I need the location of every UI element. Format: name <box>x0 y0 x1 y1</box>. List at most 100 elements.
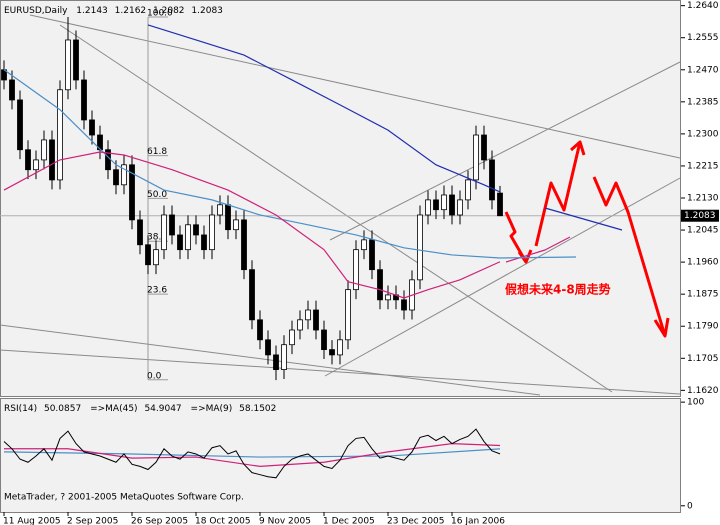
y-tick-label: 1.2555 <box>687 33 719 43</box>
candle-body <box>201 234 207 251</box>
high-value: 1.2162 <box>115 6 147 16</box>
x-tick-label: 11 Aug 2005 <box>3 517 61 525</box>
candle-body <box>473 134 479 181</box>
candle-body <box>481 134 487 161</box>
x-tick-label: 16 Jan 2006 <box>451 517 505 525</box>
candle-body <box>217 204 223 216</box>
candle-body <box>457 199 463 216</box>
fibo-label: 23.6 <box>147 286 167 296</box>
forecast-arrows <box>499 140 670 338</box>
forecast-arrow <box>534 141 582 247</box>
candle-body <box>425 199 431 216</box>
x-tick-label: 18 Oct 2005 <box>195 517 251 525</box>
y-tick-label: 100 <box>687 398 704 408</box>
candle-body <box>41 139 47 161</box>
candle-body <box>313 309 319 331</box>
fibo-label: 0.0 <box>147 371 162 381</box>
ma-value: 54.9047 <box>144 404 181 414</box>
price-box <box>681 209 719 222</box>
ma-name: =>MA(45) <box>90 404 137 414</box>
trendlines <box>0 14 681 396</box>
candle-body <box>121 164 127 186</box>
trendline <box>0 349 681 395</box>
candle-body <box>57 89 63 181</box>
fibo-label: 38.2 <box>147 233 167 243</box>
chart-header: EURUSD,Daily 1.2143 1.2162 1.2082 1.2083 <box>4 6 223 16</box>
projection <box>544 207 623 231</box>
fibo-label: 100.0 <box>147 8 173 18</box>
forecast-arrow <box>504 211 528 263</box>
x-tick-label: 23 Dec 2005 <box>387 517 445 525</box>
candle-body <box>297 319 303 331</box>
candle-body <box>169 214 175 236</box>
candle-body <box>185 224 191 251</box>
candle-body <box>137 219 143 246</box>
open-value: 1.2143 <box>76 6 108 16</box>
fibo-label: 61.8 <box>147 147 167 157</box>
annotation: 假想未来4-8周走势 <box>505 282 611 297</box>
ma-name: =>MA(9) <box>191 404 233 414</box>
candle-body <box>25 149 31 171</box>
candle-body <box>65 39 71 91</box>
arrow-head <box>517 249 533 264</box>
trendline <box>29 14 681 159</box>
y-tick-label: 1.2215 <box>687 161 719 171</box>
candle-body <box>145 244 151 266</box>
x-tick-label: 2 Sep 2005 <box>67 517 118 525</box>
candle-body <box>249 269 255 321</box>
channel-line <box>329 61 681 241</box>
moving-average <box>3 151 501 299</box>
fibo-label: 50.0 <box>147 190 167 200</box>
candle-body <box>465 179 471 201</box>
y-tick-label: 1.1875 <box>687 290 719 300</box>
trendline <box>0 324 541 396</box>
ma-value: 58.1502 <box>239 404 276 414</box>
candle-body <box>73 39 79 81</box>
y-tick-label: 1.2300 <box>687 129 719 139</box>
candle-body <box>233 219 239 231</box>
indicator-name: RSI(14) <box>4 404 37 414</box>
candle-body <box>161 214 167 251</box>
indicator-header: RSI(14) 50.0857 =>MA(45) 54.9047 =>MA(9)… <box>4 404 276 414</box>
candle-body <box>329 349 335 356</box>
candle-body <box>49 139 55 181</box>
candle-body <box>401 299 407 311</box>
arrow-head <box>570 140 586 156</box>
symbol: EURUSD,Daily <box>4 6 68 16</box>
channel-line <box>324 177 681 377</box>
candle-body <box>449 194 455 216</box>
candle-body <box>345 289 351 341</box>
y-tick-label: 1.1790 <box>687 322 719 332</box>
candle-body <box>385 294 391 301</box>
current-price: 1.2083 <box>684 211 716 221</box>
y-tick-label: 1.1620 <box>687 386 719 396</box>
candle-body <box>9 79 15 101</box>
y-tick-label: 1.2385 <box>687 97 719 107</box>
candle-body <box>377 269 383 301</box>
candle-body <box>265 339 271 356</box>
candle-body <box>257 319 263 341</box>
indicator-value: 50.0857 <box>44 404 81 414</box>
candle-body <box>193 224 199 236</box>
candle-body <box>321 329 327 351</box>
candle-body <box>129 164 135 221</box>
x-tick-label: 1 Dec 2005 <box>323 517 375 525</box>
candle-body <box>497 192 503 217</box>
x-tick-label: 26 Sep 2005 <box>131 517 188 525</box>
candle-body <box>433 199 439 211</box>
y-tick-label: 1.1705 <box>687 354 719 364</box>
footer: MetaTrader, ? 2001-2005 MetaQuotes Softw… <box>4 493 244 503</box>
forecast-arrow <box>592 176 667 337</box>
trendline <box>59 24 613 393</box>
candle-body <box>17 99 23 151</box>
candle-body <box>33 159 39 171</box>
candle-body <box>209 214 215 251</box>
candle-body <box>153 249 159 266</box>
candle-body <box>337 339 343 356</box>
arrow-head <box>653 317 670 338</box>
candle-body <box>417 214 423 281</box>
y-tick-label: 1.2045 <box>687 226 719 236</box>
candle-body <box>289 329 295 346</box>
x-tick-label: 9 Nov 2005 <box>259 517 311 525</box>
